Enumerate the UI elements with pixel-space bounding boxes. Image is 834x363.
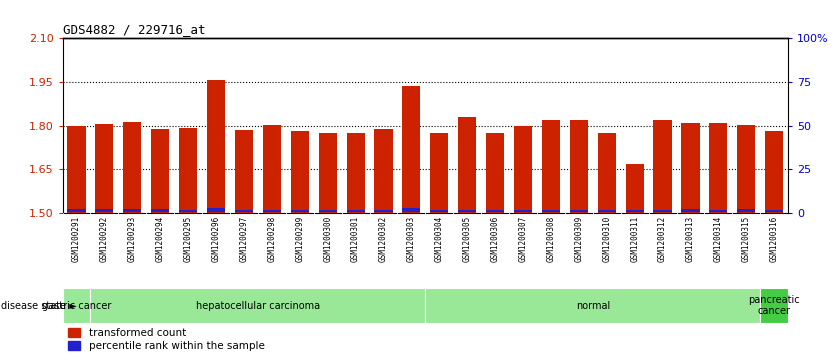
Text: pancreatic
cancer: pancreatic cancer bbox=[748, 295, 800, 317]
Bar bbox=[319, 133, 337, 213]
Bar bbox=[486, 209, 505, 212]
Bar bbox=[654, 209, 671, 212]
Bar bbox=[90, 288, 425, 323]
Bar bbox=[709, 123, 727, 213]
Text: GSM1200305: GSM1200305 bbox=[463, 215, 472, 262]
Bar bbox=[765, 209, 783, 212]
Text: GDS4882 / 229716_at: GDS4882 / 229716_at bbox=[63, 23, 205, 36]
Bar bbox=[402, 86, 420, 213]
Text: GSM1200294: GSM1200294 bbox=[156, 215, 165, 262]
Bar bbox=[425, 288, 761, 323]
Bar bbox=[68, 209, 86, 212]
Text: GSM1200303: GSM1200303 bbox=[407, 215, 416, 262]
Bar bbox=[207, 79, 225, 213]
Text: GSM1200310: GSM1200310 bbox=[602, 215, 611, 262]
Bar bbox=[458, 117, 476, 213]
Bar bbox=[179, 128, 197, 213]
Bar bbox=[291, 209, 309, 212]
Bar bbox=[737, 125, 756, 213]
Text: GSM1200298: GSM1200298 bbox=[268, 215, 276, 262]
Bar bbox=[374, 129, 393, 213]
Bar bbox=[235, 209, 253, 212]
Bar bbox=[235, 130, 253, 213]
Bar bbox=[570, 209, 588, 212]
Text: GSM1200295: GSM1200295 bbox=[183, 215, 193, 262]
Bar bbox=[681, 209, 700, 212]
Bar bbox=[207, 208, 225, 212]
Text: GSM1200311: GSM1200311 bbox=[631, 215, 639, 262]
Bar bbox=[709, 209, 727, 212]
Text: GSM1200307: GSM1200307 bbox=[519, 215, 528, 262]
Bar bbox=[263, 209, 281, 212]
Text: GSM1200312: GSM1200312 bbox=[658, 215, 667, 262]
Bar bbox=[68, 126, 86, 213]
Bar bbox=[151, 129, 169, 213]
Text: gastric cancer: gastric cancer bbox=[42, 301, 111, 311]
Bar bbox=[346, 132, 364, 213]
Text: GSM1200301: GSM1200301 bbox=[351, 215, 360, 262]
Text: GSM1200299: GSM1200299 bbox=[295, 215, 304, 262]
Bar bbox=[514, 209, 532, 212]
Text: GSM1200304: GSM1200304 bbox=[435, 215, 444, 262]
Bar bbox=[346, 209, 364, 212]
Text: GSM1200297: GSM1200297 bbox=[239, 215, 249, 262]
Bar bbox=[542, 120, 560, 213]
Bar bbox=[123, 122, 142, 213]
Bar bbox=[151, 209, 169, 212]
Bar bbox=[95, 124, 113, 213]
Bar bbox=[542, 209, 560, 212]
Bar bbox=[402, 208, 420, 212]
Text: GSM1200313: GSM1200313 bbox=[686, 215, 695, 262]
Text: GSM1200315: GSM1200315 bbox=[741, 215, 751, 262]
Text: GSM1200302: GSM1200302 bbox=[379, 215, 388, 262]
Text: GSM1200291: GSM1200291 bbox=[72, 215, 81, 262]
Bar bbox=[263, 125, 281, 213]
Bar bbox=[626, 164, 644, 213]
Text: hepatocellular carcinoma: hepatocellular carcinoma bbox=[196, 301, 320, 311]
Bar bbox=[626, 209, 644, 212]
Bar bbox=[95, 209, 113, 212]
Text: GSM1200309: GSM1200309 bbox=[575, 215, 583, 262]
Bar bbox=[430, 133, 449, 213]
Bar bbox=[458, 209, 476, 212]
Bar bbox=[486, 133, 505, 213]
Text: GSM1200314: GSM1200314 bbox=[714, 215, 723, 262]
Bar bbox=[514, 126, 532, 213]
Bar bbox=[570, 120, 588, 213]
Text: normal: normal bbox=[575, 301, 610, 311]
Bar bbox=[374, 209, 393, 212]
Bar bbox=[179, 209, 197, 212]
Text: GSM1200292: GSM1200292 bbox=[100, 215, 109, 262]
Bar bbox=[681, 123, 700, 213]
Bar bbox=[654, 120, 671, 213]
Bar bbox=[319, 209, 337, 212]
Text: GSM1200308: GSM1200308 bbox=[546, 215, 555, 262]
Bar bbox=[291, 131, 309, 213]
Bar bbox=[761, 288, 788, 323]
Text: GSM1200316: GSM1200316 bbox=[770, 215, 779, 262]
Bar bbox=[430, 209, 449, 212]
Bar bbox=[765, 131, 783, 213]
Text: GSM1200293: GSM1200293 bbox=[128, 215, 137, 262]
Bar bbox=[63, 288, 90, 323]
Text: GSM1200296: GSM1200296 bbox=[212, 215, 220, 262]
Text: GSM1200300: GSM1200300 bbox=[323, 215, 332, 262]
Text: disease state ►: disease state ► bbox=[1, 301, 77, 311]
Bar bbox=[598, 209, 615, 212]
Bar bbox=[737, 209, 756, 212]
Legend: transformed count, percentile rank within the sample: transformed count, percentile rank withi… bbox=[68, 328, 264, 351]
Text: GSM1200306: GSM1200306 bbox=[490, 215, 500, 262]
Bar bbox=[598, 133, 615, 213]
Bar bbox=[123, 209, 142, 212]
